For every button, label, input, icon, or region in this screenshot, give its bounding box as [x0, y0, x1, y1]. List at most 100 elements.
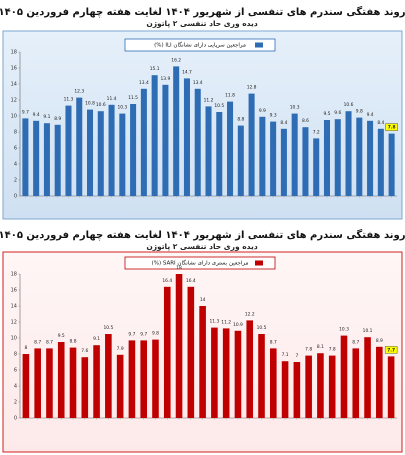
value-label: 9.9 — [259, 108, 266, 114]
chart: روند هفتگی سندرم های تنفسی از شهریور ۱۴۰… — [0, 5, 405, 220]
bar — [248, 93, 255, 196]
bar — [65, 105, 72, 196]
bar — [140, 88, 147, 196]
bar — [34, 348, 41, 418]
y-tick-label: 4 — [14, 384, 17, 390]
value-label: 8.7 — [352, 339, 359, 345]
value-label: 9.1 — [43, 114, 50, 120]
value-label: 11.5 — [128, 95, 138, 101]
bar — [222, 328, 230, 418]
value-label: 14.7 — [182, 69, 192, 75]
bar — [163, 286, 171, 418]
bar — [76, 97, 83, 196]
value-label: 12.3 — [74, 89, 84, 95]
value-label: 10.6 — [344, 102, 354, 108]
y-tick-label: 14 — [11, 82, 17, 88]
bar — [317, 353, 324, 418]
legend-swatch — [255, 42, 263, 48]
y-tick-label: 12 — [11, 320, 17, 326]
value-label: 8.7 — [270, 339, 277, 345]
value-label: 8.9 — [54, 116, 61, 122]
value-label: 16.2 — [171, 57, 181, 63]
value-label: 7.7 — [387, 347, 395, 353]
chart-title: روند هفتگی سندرم های تنفسی از شهریور ۱۴۰… — [0, 5, 405, 18]
value-label: 8.7 — [34, 339, 41, 345]
value-label: 15.1 — [150, 66, 160, 72]
bar — [293, 362, 301, 418]
value-label: 16.4 — [162, 278, 172, 284]
bar — [345, 111, 352, 196]
value-label: 8.9 — [376, 338, 383, 344]
value-label: 7.8 — [305, 347, 312, 353]
value-label: 13.4 — [139, 80, 149, 86]
value-label: 8 — [24, 345, 27, 351]
bar — [377, 128, 384, 196]
y-tick-label: 6 — [14, 146, 17, 152]
value-label: 10.3 — [339, 327, 349, 333]
bar — [356, 117, 363, 196]
y-tick-label: 12 — [11, 98, 17, 104]
value-label: 8.4 — [280, 120, 287, 126]
chart-subtitle: دیده وری حاد تنفسی ۲ پاتوژن — [146, 242, 258, 251]
bar — [128, 340, 136, 418]
bar — [93, 345, 100, 418]
bar — [352, 348, 360, 418]
value-label: 11.3 — [210, 319, 220, 325]
y-tick-label: 8 — [14, 352, 17, 358]
value-label: 7.9 — [117, 346, 124, 352]
legend-swatch — [255, 260, 263, 266]
value-label: 8.6 — [302, 118, 309, 124]
value-label: 11.3 — [64, 97, 74, 103]
bar — [205, 106, 212, 196]
bar — [81, 357, 89, 418]
value-label: 10.5 — [257, 325, 267, 331]
value-label: 11.8 — [225, 93, 235, 99]
value-label: 8.7 — [46, 339, 53, 345]
value-label: 8.1 — [317, 344, 324, 350]
bar — [246, 320, 254, 418]
value-label: 9.5 — [58, 333, 65, 339]
value-label: 7 — [295, 353, 298, 359]
bar — [194, 88, 201, 196]
value-label: 9.7 — [140, 331, 147, 337]
bar — [376, 346, 383, 418]
value-label: 9.7 — [22, 109, 29, 115]
y-tick-label: 14 — [11, 304, 17, 310]
legend-label: مراجعین بستری دارای نشانگان SARI (%) — [152, 260, 249, 267]
y-tick-label: 16 — [11, 66, 17, 72]
bar — [22, 118, 29, 196]
value-label: 11.2 — [204, 97, 214, 103]
value-label: 9.4 — [367, 112, 374, 118]
y-tick-label: 18 — [11, 272, 17, 278]
value-label: 13.4 — [193, 80, 203, 86]
y-tick-label: 0 — [14, 194, 17, 200]
y-tick-label: 16 — [11, 288, 17, 294]
bar — [43, 123, 50, 196]
value-label: 13.9 — [161, 76, 171, 82]
value-label: 10.6 — [96, 102, 106, 108]
bar — [33, 120, 40, 196]
chart-subtitle: دیده وری حاد تنفسی ۲ پاتوژن — [146, 19, 258, 28]
y-tick-label: 18 — [11, 50, 17, 56]
bar — [173, 66, 180, 197]
value-label: 8.4 — [377, 120, 384, 126]
bar — [119, 113, 126, 196]
bar — [86, 109, 94, 196]
bar — [258, 334, 265, 418]
bar — [216, 112, 223, 196]
value-label: 9.7 — [128, 331, 135, 337]
value-label: 8.8 — [70, 339, 77, 345]
value-label: 12.8 — [247, 85, 257, 91]
bar — [281, 361, 289, 418]
legend-box — [124, 38, 276, 52]
bar — [364, 337, 371, 418]
y-tick-label: 2 — [14, 178, 17, 184]
y-tick-label: 6 — [14, 368, 17, 374]
bar — [22, 354, 30, 418]
y-tick-label: 4 — [14, 162, 17, 168]
value-label: 10.8 — [85, 101, 95, 107]
value-label: 10.5 — [214, 103, 224, 109]
value-label: 10.5 — [103, 325, 113, 331]
value-label: 10.9 — [233, 322, 243, 328]
